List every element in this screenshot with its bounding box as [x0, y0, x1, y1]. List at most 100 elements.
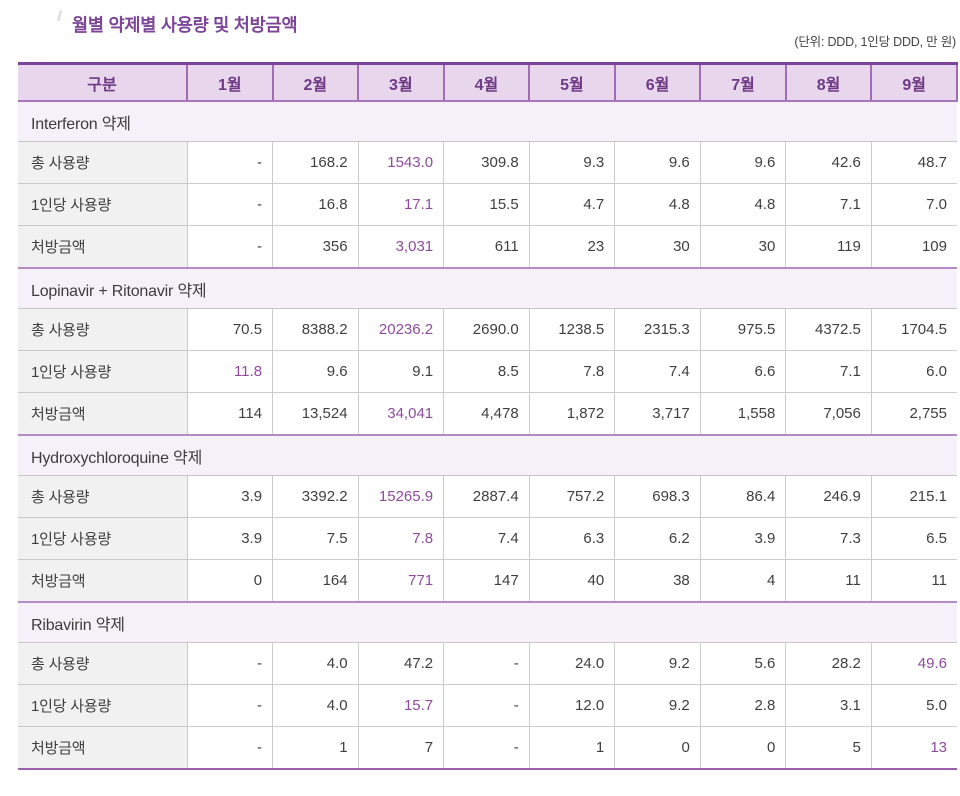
table-header-row: 구분 1월 2월 3월 4월 5월 6월 7월 8월 9월 [18, 63, 958, 102]
row-label: 처방금액 [18, 559, 188, 603]
value-cell: 1,872 [528, 392, 616, 436]
value-cell: 9.3 [528, 141, 616, 184]
value-cell: 698.3 [614, 475, 701, 518]
value-cell: 5 [785, 726, 872, 770]
col-header-month: 1월 [186, 63, 273, 102]
value-cell: 7.1 [785, 350, 872, 393]
value-cell: 9.6 [614, 141, 701, 184]
value-cell: 1,558 [699, 392, 787, 436]
value-cell: 1 [272, 726, 359, 770]
row-label: 총 사용량 [18, 642, 188, 685]
data-row: 총 사용량 -4.0 47.2-24.0 9.2 5.6 28.2 49.6 [18, 642, 957, 685]
value-cell: 8.5 [443, 350, 530, 393]
value-cell: 2315.3 [614, 308, 701, 351]
col-header-month: 3월 [357, 63, 444, 102]
value-cell: 7.4 [614, 350, 701, 393]
value-cell: 7.0 [870, 183, 957, 226]
value-cell: 5.6 [699, 642, 787, 685]
row-label: 처방금액 [18, 392, 188, 436]
value-cell: 114 [186, 392, 274, 436]
value-cell: 12.0 [528, 684, 616, 727]
data-row: 1인당 사용량 11.8 9.6 9.1 8.5 7.8 7.4 6.6 7.1 6.0 [18, 350, 957, 393]
value-cell: 30 [699, 225, 787, 269]
value-cell: 3.1 [785, 684, 872, 727]
value-cell: 40 [528, 559, 616, 603]
value-cell: 757.2 [528, 475, 616, 518]
value-cell: 147 [443, 559, 530, 603]
value-cell: 4 [699, 559, 787, 603]
value-cell: 6.5 [870, 517, 957, 560]
value-cell: 1704.5 [870, 308, 957, 351]
value-cell: 611 [443, 225, 530, 269]
value-cell: 2690.0 [443, 308, 530, 351]
value-cell: 356 [272, 225, 359, 269]
value-cell: 7.5 [272, 517, 359, 560]
value-cell-highlighted: 49.6 [870, 642, 957, 685]
value-cell: 6.0 [870, 350, 957, 393]
value-cell-highlighted: 3,031 [357, 225, 445, 269]
row-label: 1인당 사용량 [18, 684, 188, 727]
value-cell-highlighted: 20236.2 [357, 308, 445, 351]
value-cell: - [443, 726, 530, 770]
value-cell: 48.7 [870, 141, 957, 184]
value-cell: 0 [186, 559, 274, 603]
data-row: 총 사용량 -168.2 1543.0 309.8 9.3 9.6 9.6 42.6 48.7 [18, 141, 957, 184]
section-title: Interferon 약제 [18, 100, 957, 142]
value-cell: 309.8 [443, 141, 530, 184]
value-cell: - [186, 225, 274, 269]
value-cell: 4372.5 [785, 308, 872, 351]
value-cell: 109 [870, 225, 957, 269]
value-cell: 24.0 [528, 642, 616, 685]
value-cell: - [186, 642, 274, 685]
value-cell: 7.1 [785, 183, 872, 226]
value-cell: 7,056 [785, 392, 872, 436]
col-header-month: 2월 [271, 63, 359, 102]
value-cell: 4,478 [443, 392, 530, 436]
row-label: 총 사용량 [18, 475, 188, 518]
value-cell: 164 [272, 559, 359, 603]
value-cell: 9.2 [614, 642, 701, 685]
monthly-drug-usage-table: 구분 1월 2월 3월 4월 5월 6월 7월 8월 9월 Interferon 약제 총 사용량 -… [18, 62, 958, 770]
value-cell: 2,755 [870, 392, 957, 436]
value-cell: 3,717 [614, 392, 701, 436]
value-cell: - [443, 684, 530, 727]
value-cell: 6.2 [614, 517, 701, 560]
col-header-month: 4월 [442, 63, 530, 102]
col-header-month: 8월 [784, 63, 872, 102]
value-cell: 70.5 [186, 308, 274, 351]
value-cell: 4.8 [614, 183, 701, 226]
section-title: Lopinavir + Ritonavir 약제 [18, 267, 957, 309]
value-cell: 3392.2 [272, 475, 359, 518]
col-header-month: 6월 [613, 63, 701, 102]
value-cell: - [186, 684, 274, 727]
section-title: Hydroxychloroquine 약제 [18, 434, 957, 476]
page-title: 월별 약제별 사용량 및 처방금액 [72, 15, 298, 35]
value-cell: 6.3 [528, 517, 616, 560]
data-row: 처방금액 -356 3,031 611 23 30 30 119 109 [18, 225, 957, 269]
value-cell: 11 [785, 559, 872, 603]
row-label: 총 사용량 [18, 141, 188, 184]
value-cell-highlighted: 34,041 [357, 392, 445, 436]
value-cell: 3.9 [699, 517, 787, 560]
value-cell: 2887.4 [443, 475, 530, 518]
row-label: 처방금액 [18, 225, 188, 269]
value-cell: 215.1 [870, 475, 957, 518]
value-cell-highlighted: 11.8 [186, 350, 274, 393]
data-row: 처방금액 -1 7-1 0 0 5 13 [18, 726, 957, 770]
value-cell: 975.5 [699, 308, 787, 351]
value-cell: 9.2 [614, 684, 701, 727]
value-cell: 9.6 [272, 350, 359, 393]
unit-note: (단위: DDD, 1인당 DDD, 만 원) [794, 35, 956, 49]
value-cell: 7.3 [785, 517, 872, 560]
value-cell-highlighted: 7.8 [357, 517, 445, 560]
data-row: 처방금액 0 164 771 147 40 38 4 11 11 [18, 559, 957, 603]
value-cell: 86.4 [699, 475, 787, 518]
data-row: 1인당 사용량 3.9 7.5 7.8 7.4 6.3 6.2 3.9 7.3 6.5 [18, 517, 957, 560]
value-cell: - [186, 726, 274, 770]
col-header-month: 5월 [528, 63, 615, 102]
value-cell-highlighted: 1543.0 [357, 141, 445, 184]
section-header-row: Interferon 약제 [18, 100, 957, 142]
data-row: 1인당 사용량 -4.0 15.7-12.0 9.2 2.8 3.1 5.0 [18, 684, 957, 727]
value-cell: 2.8 [699, 684, 787, 727]
